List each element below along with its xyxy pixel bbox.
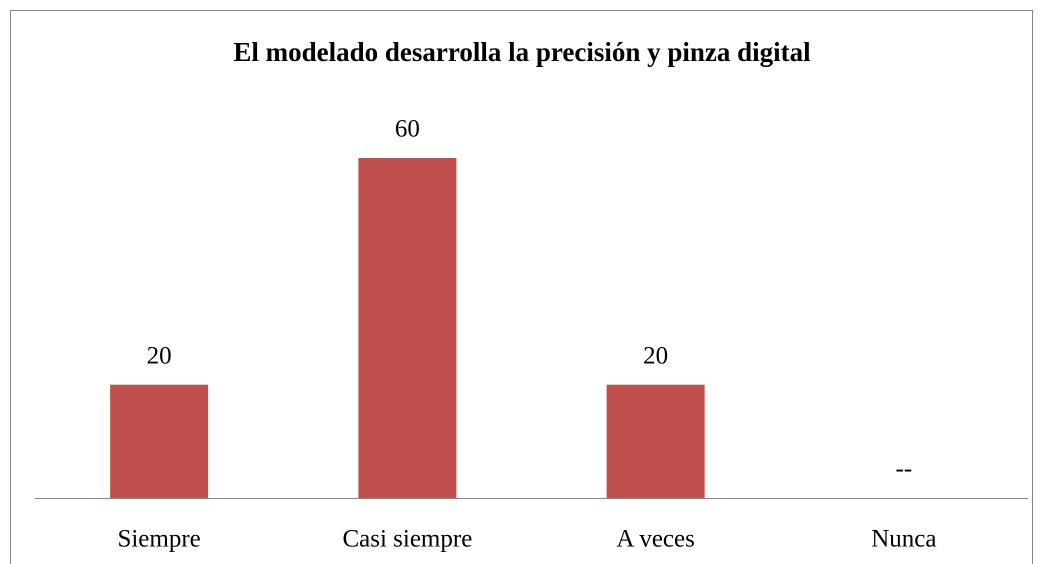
bar	[358, 158, 457, 498]
data-label: 20	[643, 342, 668, 369]
x-tick-label: Siempre	[117, 526, 200, 553]
bar	[110, 384, 209, 498]
x-tick-label: Nunca	[871, 526, 936, 553]
data-label: 60	[395, 116, 420, 143]
data-label: 20	[147, 342, 172, 369]
bar	[606, 384, 705, 498]
data-label: --	[896, 456, 913, 483]
chart-title: El modelado desarrolla la precisión y pi…	[233, 37, 811, 67]
x-tick-label: Casi siempre	[342, 526, 472, 553]
x-tick-label: A veces	[616, 526, 694, 553]
